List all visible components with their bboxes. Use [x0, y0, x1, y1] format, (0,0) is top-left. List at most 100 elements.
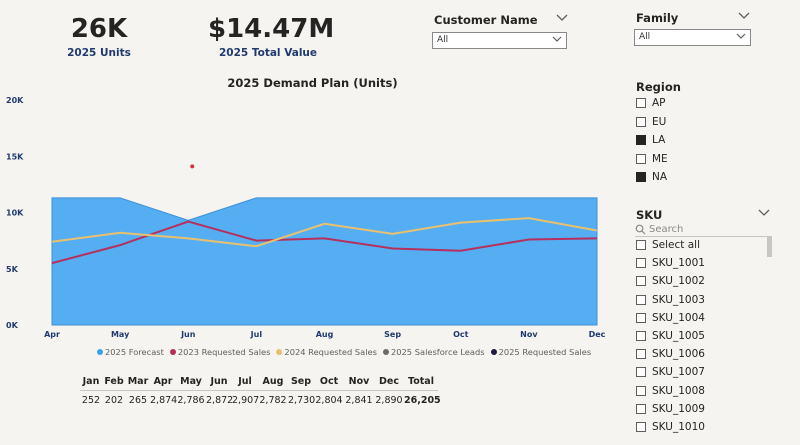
table-cell: 2,786: [177, 395, 205, 406]
sku-option-label: SKU_1010: [652, 421, 705, 433]
x-tick-label: Aug: [316, 330, 334, 339]
kpi-label: 2025 Units: [67, 47, 131, 59]
table-header-cell: Oct: [319, 376, 339, 387]
checkbox[interactable]: [636, 172, 646, 182]
sku-option[interactable]: SKU_1010: [636, 421, 705, 433]
monthly-units-table: Jan Feb Mar Apr May Jun Jul Aug Sep Oct Nov Dec Tota…: [80, 376, 441, 406]
checkbox[interactable]: [636, 116, 646, 127]
family-slicer-title: Family: [636, 11, 679, 25]
sku-option[interactable]: SKU_1006: [636, 348, 705, 360]
checkbox[interactable]: [636, 331, 646, 341]
table-header-cell: Nov: [348, 376, 370, 387]
y-tick-label: 10K: [6, 209, 24, 218]
sku-option[interactable]: SKU_1001: [636, 257, 705, 269]
region-option[interactable]: AP: [636, 97, 666, 109]
table-cell: 2,804: [315, 395, 343, 406]
y-tick-label: 15K: [6, 152, 24, 161]
checkbox[interactable]: [636, 349, 646, 360]
legend-item[interactable]: 2025 Salesforce Leads: [382, 347, 485, 357]
chevron-down-icon[interactable]: [738, 12, 750, 20]
kpi-card-units[interactable]: 26K 2025 Units: [60, 14, 138, 59]
sku-option-label: SKU_1005: [652, 330, 705, 342]
checkbox[interactable]: [636, 312, 646, 323]
search-placeholder: Search: [649, 224, 684, 235]
checkbox[interactable]: [636, 367, 646, 378]
table-header-cell: Jul: [238, 376, 252, 387]
legend-marker: [382, 349, 389, 355]
sku-option-label: SKU_1001: [652, 257, 705, 270]
legend-item[interactable]: 2025 Requested Sales: [490, 347, 592, 357]
legend-item[interactable]: 2023 Requested Sales: [169, 347, 271, 357]
chart-title: 2025 Demand Plan (Units): [227, 76, 398, 90]
legend-marker: [169, 349, 176, 355]
legend-marker: [276, 349, 283, 355]
sku-option[interactable]: SKU_1004: [636, 312, 705, 324]
legend-label: 2023 Requested Sales: [177, 347, 271, 357]
legend-item[interactable]: 2025 Forecast: [97, 347, 164, 357]
region-option[interactable]: NA: [636, 171, 667, 183]
x-tick-label: Apr: [44, 330, 60, 339]
chevron-down-icon[interactable]: [758, 209, 770, 217]
sku-option[interactable]: SKU_1003: [636, 294, 705, 306]
region-option[interactable]: EU: [636, 116, 666, 128]
table-header-cell: Mar: [127, 376, 149, 387]
search-icon: [635, 224, 646, 235]
table-header-cell: Jun: [210, 376, 228, 387]
chart-legend: 2025 Forecast 2023 Requested Sales 2024 Re…: [97, 347, 591, 357]
chevron-down-icon[interactable]: [556, 14, 568, 22]
sku-option-label: SKU_1008: [652, 384, 705, 397]
table-header-cell: Feb: [104, 376, 124, 387]
table-cell: 2,841: [345, 395, 373, 406]
table-header-cell: Dec: [379, 376, 399, 387]
sku-search-input[interactable]: Search: [635, 223, 772, 237]
sku-scrollbar[interactable]: [767, 237, 772, 257]
checkbox[interactable]: [636, 153, 646, 164]
customer-dropdown[interactable]: All: [432, 32, 567, 49]
y-tick-label: 20K: [6, 96, 24, 105]
table-header-row: Jan Feb Mar Apr May Jun Jul Aug Sep Oct Nov Dec Tota…: [80, 376, 438, 387]
checkbox[interactable]: [636, 294, 646, 305]
table-cell: 2,872: [206, 395, 234, 406]
region-option-label: NA: [652, 171, 668, 183]
x-tick-label: Dec: [589, 330, 606, 339]
legend-marker: [490, 349, 497, 355]
x-tick-label: Jul: [250, 330, 263, 339]
demand-plan-chart[interactable]: 0K 5K 10K 15K 20K Apr May Jun Jul Aug Sep Oct Nov Dec: [0, 90, 620, 345]
table-cell: 2,730: [288, 395, 316, 406]
checkbox[interactable]: [636, 98, 646, 108]
region-option[interactable]: ME: [636, 153, 668, 165]
checkbox[interactable]: [636, 385, 646, 396]
kpi-value: 26K: [70, 14, 128, 44]
legend-label: 2025 Salesforce Leads: [390, 347, 485, 357]
kpi-card-total-value[interactable]: $14.47M 2025 Total Value: [208, 14, 334, 59]
family-dropdown[interactable]: All: [634, 29, 751, 46]
x-tick-label: May: [111, 330, 130, 339]
checkbox[interactable]: [636, 258, 646, 269]
table-cell: 2,874: [150, 395, 178, 406]
legend-item[interactable]: 2024 Requested Sales: [276, 347, 377, 357]
checkbox[interactable]: [636, 276, 646, 287]
checkbox[interactable]: [636, 403, 646, 414]
table-header-cell: Total: [408, 376, 434, 387]
customer-slicer-title: Customer Name: [434, 13, 538, 27]
sku-option[interactable]: Select all: [636, 239, 700, 251]
sku-option[interactable]: SKU_1009: [636, 403, 705, 415]
legend-label: 2025 Requested Sales: [498, 347, 592, 357]
sku-option-label: SKU_1009: [652, 402, 705, 415]
table-cell: 26,205: [404, 395, 441, 406]
legend-label: 2025 Forecast: [105, 347, 164, 357]
y-tick-label: 5K: [6, 265, 19, 274]
checkbox[interactable]: [636, 240, 646, 250]
sku-option[interactable]: SKU_1002: [636, 275, 705, 287]
customer-dropdown-value: All: [437, 35, 449, 45]
sku-option[interactable]: SKU_1005: [636, 330, 705, 342]
checkbox[interactable]: [636, 135, 646, 145]
x-tick-label: Nov: [520, 330, 538, 339]
checkbox[interactable]: [636, 422, 646, 432]
table-cell: 202: [104, 395, 124, 406]
region-option-label: AP: [652, 97, 666, 109]
sku-option[interactable]: SKU_1008: [636, 385, 705, 397]
chevron-down-icon: [736, 33, 746, 39]
region-option[interactable]: LA: [636, 134, 665, 146]
sku-option[interactable]: SKU_1007: [636, 366, 705, 378]
